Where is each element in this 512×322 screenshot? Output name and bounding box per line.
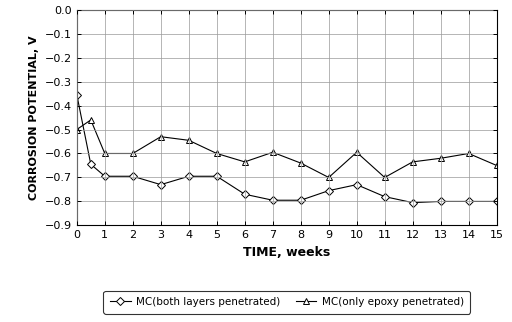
MC(both layers penetrated) <box>297 198 304 202</box>
MC(only epoxy penetrated) <box>297 161 304 165</box>
MC(only epoxy penetrated) <box>410 160 416 164</box>
MC(only epoxy penetrated) <box>158 135 164 139</box>
MC(both layers penetrated) <box>270 198 276 202</box>
MC(both layers penetrated) <box>494 200 500 204</box>
MC(only epoxy penetrated) <box>354 150 360 154</box>
MC(both layers penetrated) <box>130 174 136 178</box>
MC(only epoxy penetrated) <box>381 175 388 179</box>
MC(both layers penetrated) <box>354 183 360 186</box>
MC(only epoxy penetrated) <box>494 164 500 167</box>
MC(only epoxy penetrated) <box>186 138 192 142</box>
MC(both layers penetrated) <box>242 192 248 196</box>
MC(both layers penetrated) <box>438 200 444 204</box>
MC(only epoxy penetrated) <box>88 118 94 122</box>
MC(both layers penetrated) <box>158 183 164 186</box>
MC(only epoxy penetrated) <box>130 152 136 156</box>
MC(both layers penetrated) <box>465 200 472 204</box>
MC(only epoxy penetrated) <box>465 152 472 156</box>
X-axis label: TIME, weeks: TIME, weeks <box>243 246 330 259</box>
MC(only epoxy penetrated) <box>242 160 248 164</box>
MC(both layers penetrated) <box>214 174 220 178</box>
MC(both layers penetrated) <box>74 93 80 97</box>
MC(both layers penetrated) <box>410 201 416 204</box>
MC(both layers penetrated) <box>326 189 332 193</box>
MC(only epoxy penetrated) <box>326 175 332 179</box>
MC(only epoxy penetrated) <box>74 128 80 131</box>
MC(both layers penetrated) <box>88 162 94 166</box>
MC(only epoxy penetrated) <box>102 152 108 156</box>
Line: MC(only epoxy penetrated): MC(only epoxy penetrated) <box>73 117 500 181</box>
Legend: MC(both layers penetrated), MC(only epoxy penetrated): MC(both layers penetrated), MC(only epox… <box>103 291 470 314</box>
MC(both layers penetrated) <box>102 174 108 178</box>
MC(only epoxy penetrated) <box>438 156 444 160</box>
Y-axis label: CORROSION POTENTIAL, V: CORROSION POTENTIAL, V <box>29 35 39 200</box>
MC(both layers penetrated) <box>186 174 192 178</box>
MC(only epoxy penetrated) <box>270 150 276 154</box>
MC(both layers penetrated) <box>381 195 388 199</box>
MC(only epoxy penetrated) <box>214 152 220 156</box>
Line: MC(both layers penetrated): MC(both layers penetrated) <box>74 92 499 205</box>
